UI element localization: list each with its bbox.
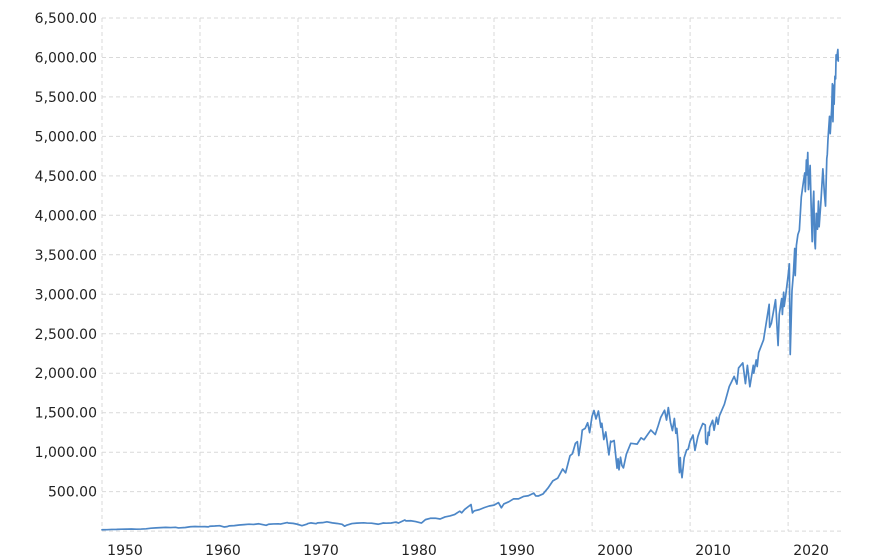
x-tick-label: 1990: [499, 543, 535, 559]
x-tick-label: 1980: [401, 543, 437, 559]
x-tick-label: 2020: [793, 543, 829, 559]
y-tick-label: 1,500.00: [35, 406, 97, 422]
y-tick-label: 2,000.00: [35, 366, 97, 382]
y-tick-label: 3,500.00: [35, 248, 97, 264]
price-series-line[interactable]: [101, 48, 840, 531]
y-tick-label: 5,000.00: [35, 129, 97, 145]
x-tick-label: 1970: [303, 543, 339, 559]
y-tick-label: 5,500.00: [35, 90, 97, 106]
y-tick-label: 3,000.00: [35, 287, 97, 303]
x-tick-label: 1960: [205, 543, 241, 559]
y-tick-label: 6,000.00: [35, 51, 97, 67]
y-tick-label: 6,500.00: [35, 11, 97, 27]
y-tick-label: 4,000.00: [35, 208, 97, 224]
x-tick-label: 2010: [695, 543, 731, 559]
x-tick-label: 2000: [597, 543, 633, 559]
y-tick-label: 500.00: [48, 485, 97, 501]
y-tick-label: 2,500.00: [35, 327, 97, 343]
y-tick-label: 1,000.00: [35, 445, 97, 461]
x-tick-label: 1950: [107, 543, 143, 559]
y-tick-label: 4,500.00: [35, 169, 97, 185]
